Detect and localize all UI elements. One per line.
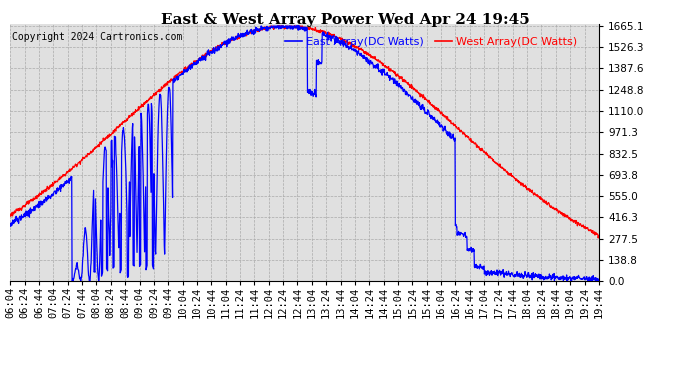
Text: East & West Array Power Wed Apr 24 19:45: East & West Array Power Wed Apr 24 19:45 bbox=[161, 13, 529, 27]
Legend: East Array(DC Watts), West Array(DC Watts): East Array(DC Watts), West Array(DC Watt… bbox=[281, 33, 582, 51]
Text: Copyright 2024 Cartronics.com: Copyright 2024 Cartronics.com bbox=[12, 32, 182, 42]
